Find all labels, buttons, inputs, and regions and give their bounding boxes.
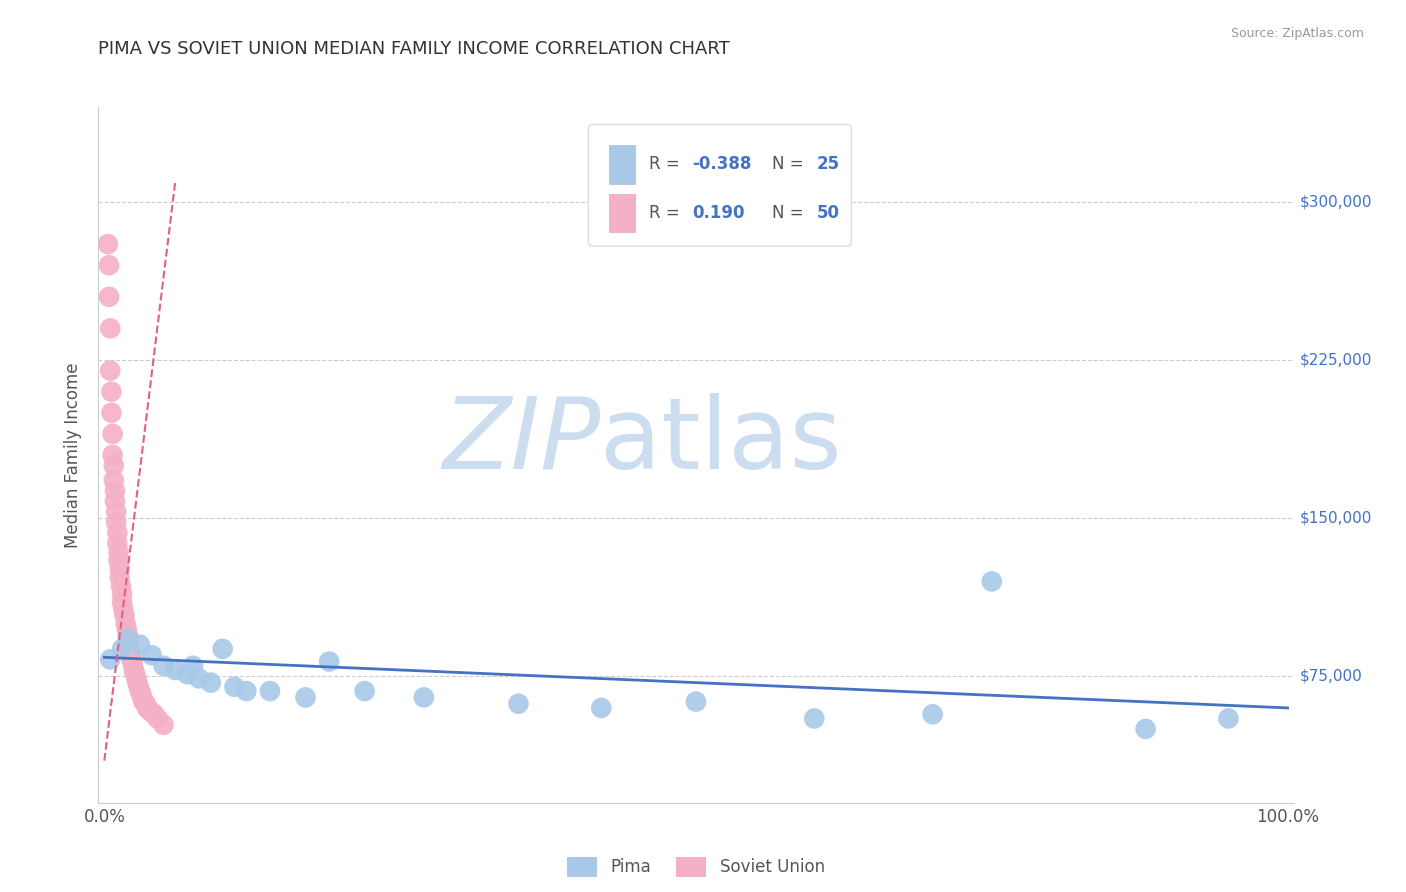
Point (143, 707, 166, 722)
Point (259, 684, 281, 698)
Text: ZIP: ZIP (441, 392, 600, 490)
Point (141, 705, 163, 719)
Point (121, 652, 143, 666)
Point (353, 684, 375, 698)
Point (117, 629, 139, 643)
Point (176, 667, 198, 681)
Point (100, 406, 122, 420)
Point (921, 707, 943, 722)
Point (591, 701, 613, 715)
Point (100, 384, 122, 399)
Point (103, 458, 125, 473)
Point (104, 494, 127, 508)
Point (980, 574, 1002, 589)
Point (412, 690, 434, 705)
FancyBboxPatch shape (609, 145, 636, 184)
Point (115, 623, 138, 637)
Point (108, 562, 131, 576)
Point (128, 680, 150, 694)
Point (105, 505, 128, 519)
Point (97, 237, 120, 252)
Point (136, 701, 159, 715)
Point (105, 536, 128, 550)
Point (685, 695, 707, 709)
FancyBboxPatch shape (609, 194, 636, 232)
Point (138, 703, 160, 717)
Point (111, 641, 134, 656)
Point (111, 595, 134, 609)
Point (98, 321, 121, 335)
Text: $75,000: $75,000 (1299, 669, 1362, 684)
Point (117, 635, 139, 649)
Point (188, 672, 211, 686)
Point (104, 483, 127, 498)
Point (98, 363, 121, 377)
Text: Source: ZipAtlas.com: Source: ZipAtlas.com (1230, 27, 1364, 40)
Point (98, 290, 121, 304)
Point (98, 258, 121, 272)
Text: $300,000: $300,000 (1299, 194, 1372, 210)
Point (152, 658, 174, 673)
Text: R =: R = (650, 155, 685, 173)
Point (211, 641, 233, 656)
Legend: Pima, Soviet Union: Pima, Soviet Union (558, 849, 834, 885)
Point (131, 690, 153, 705)
FancyBboxPatch shape (588, 124, 851, 246)
Point (508, 697, 530, 711)
Text: -0.388: -0.388 (692, 155, 752, 173)
Point (152, 718, 174, 732)
Text: $225,000: $225,000 (1299, 352, 1372, 368)
Point (1218, 711, 1240, 725)
Point (200, 675, 222, 690)
Point (117, 632, 139, 646)
Point (803, 711, 825, 725)
Point (146, 711, 169, 725)
Point (128, 684, 150, 698)
Point (132, 695, 155, 709)
Point (135, 697, 157, 711)
Point (235, 684, 257, 698)
Text: R =: R = (650, 204, 685, 222)
Point (128, 638, 150, 652)
Point (141, 648, 163, 663)
Point (224, 680, 246, 694)
Point (108, 570, 131, 584)
Point (98, 652, 121, 666)
Point (103, 473, 125, 487)
Point (122, 663, 145, 677)
Point (107, 553, 129, 567)
Point (294, 690, 316, 705)
Point (318, 655, 340, 669)
Point (118, 641, 141, 656)
Text: N =: N = (772, 155, 810, 173)
Y-axis label: Median Family Income: Median Family Income (65, 362, 83, 548)
Point (165, 663, 187, 677)
Point (110, 579, 132, 593)
Point (101, 448, 124, 462)
Point (124, 667, 146, 681)
Text: atlas: atlas (600, 392, 842, 490)
Text: 0.190: 0.190 (692, 204, 745, 222)
Text: 50: 50 (817, 204, 839, 222)
Point (114, 608, 136, 623)
Text: $150,000: $150,000 (1299, 511, 1372, 525)
Point (1135, 722, 1157, 736)
Point (114, 616, 136, 631)
Point (111, 587, 134, 601)
Point (125, 672, 148, 686)
Point (101, 426, 124, 441)
Text: PIMA VS SOVIET UNION MEDIAN FAMILY INCOME CORRELATION CHART: PIMA VS SOVIET UNION MEDIAN FAMILY INCOM… (98, 40, 730, 58)
Point (105, 525, 128, 540)
Text: 25: 25 (817, 155, 839, 173)
Point (121, 657, 143, 671)
Text: N =: N = (772, 204, 810, 222)
Point (112, 602, 135, 616)
Point (127, 675, 149, 690)
Point (105, 516, 128, 530)
Point (120, 646, 142, 660)
Point (107, 545, 129, 559)
Point (129, 686, 152, 700)
Point (181, 658, 204, 673)
